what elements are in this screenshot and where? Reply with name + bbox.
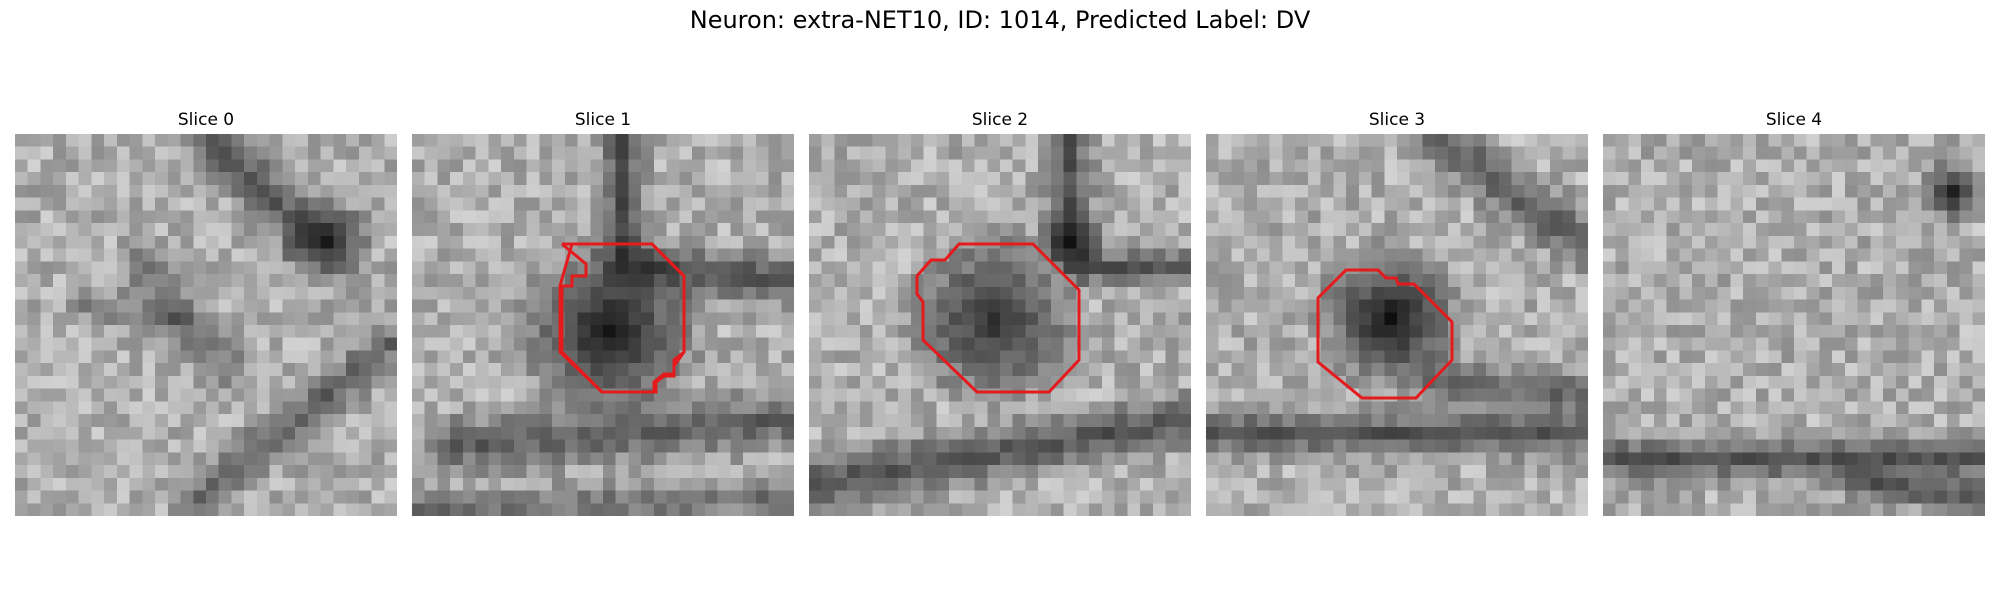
grayscale-image <box>809 134 1191 516</box>
slice-image <box>809 134 1191 516</box>
slice-panel-4: Slice 4 <box>1603 108 1985 516</box>
slice-image <box>412 134 794 516</box>
slice-title: Slice 2 <box>971 110 1029 130</box>
slice-title: Slice 1 <box>574 110 632 130</box>
slice-title: Slice 0 <box>177 110 235 130</box>
slice-image <box>15 134 397 516</box>
figure-title: Neuron: extra-NET10, ID: 1014, Predicted… <box>689 6 1311 34</box>
grayscale-image <box>1206 134 1588 516</box>
roi-outline <box>558 242 686 394</box>
slice-image <box>1603 134 1985 516</box>
grayscale-image <box>15 134 397 516</box>
slice-panel-2: Slice 2 <box>809 108 1191 516</box>
slice-panel-3: Slice 3 <box>1206 108 1588 516</box>
slice-panel-1: Slice 1 <box>412 108 794 516</box>
grayscale-image <box>412 134 794 516</box>
roi-outline <box>1316 268 1454 400</box>
slice-title: Slice 3 <box>1368 110 1426 130</box>
slice-title: Slice 4 <box>1765 110 1823 130</box>
grayscale-image <box>1603 134 1985 516</box>
slice-image <box>1206 134 1588 516</box>
slice-panel-0: Slice 0 <box>15 108 397 516</box>
roi-outline <box>915 242 1081 394</box>
